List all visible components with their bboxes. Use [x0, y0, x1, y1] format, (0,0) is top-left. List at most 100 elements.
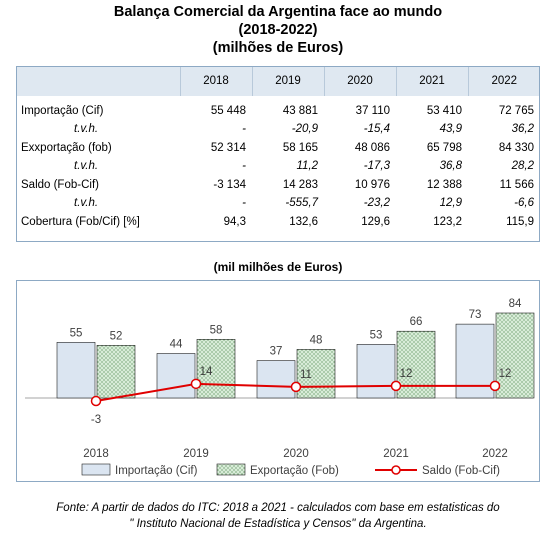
legend-label-importacao: Importação (Cif) [115, 465, 198, 477]
bar-exportacao [196, 339, 236, 399]
table-cell: 14 283 [282, 178, 318, 191]
table-cell: -20,9 [291, 123, 318, 136]
table-header-year: 2021 [395, 66, 468, 96]
page-subtitle-units: (milhões de Euros) [212, 40, 344, 56]
table-cell: 28,2 [511, 160, 534, 173]
table-cell: - [242, 123, 246, 136]
data-label-importacao: 37 [270, 346, 283, 358]
table-header-year: 2018 [179, 66, 252, 96]
table-cell: -17,3 [363, 160, 390, 173]
page-subtitle-period: (2018-2022) [238, 22, 318, 38]
table-cell: 36,8 [439, 160, 462, 173]
table-header-year: 2022 [467, 66, 540, 96]
table-cell: 65 798 [426, 141, 462, 154]
legend-label-exportacao: Exportação (Fob) [250, 465, 339, 477]
table-cell: 43 881 [282, 105, 318, 117]
legend-swatch-importacao [81, 463, 111, 476]
data-label-importacao: 53 [370, 329, 383, 341]
bar-exportacao [296, 349, 336, 399]
point-saldo [290, 381, 302, 393]
row-label: Cobertura (Fob/Cif) [%] [21, 215, 140, 228]
bar-exportacao [96, 345, 136, 399]
source-note: Fonte: A partir de dados do ITC: 2018 a … [0, 500, 556, 532]
bar-exportacao [396, 330, 436, 399]
x-tick-label: 2019 [183, 448, 209, 460]
table-cell: 36,2 [511, 123, 534, 136]
chart-frame: 55 52 2018 44 58 2019 37 48 2020 53 66 2021 73 84 2022… [16, 280, 540, 482]
table-row: t.v.h. - 11,2 -17,3 36,8 28,2 [16, 157, 540, 176]
table-row: Saldo (Fob-Cif) -3 134 14 283 10 976 12 388 1… [16, 176, 540, 195]
data-label-exportacao: 84 [509, 298, 522, 310]
data-label-saldo: 12 [499, 368, 512, 380]
table-cell: 53 410 [426, 105, 462, 117]
table-cell: 43,9 [439, 123, 462, 136]
table-cell: - [242, 197, 246, 210]
table-cell: -6,6 [514, 197, 534, 210]
data-label-saldo: 12 [400, 368, 413, 380]
table-cell: 94,3 [223, 215, 246, 228]
data-label-saldo: 14 [200, 366, 213, 378]
table-cell: 72 765 [498, 105, 534, 117]
legend-label-saldo: Saldo (Fob-Cif) [422, 465, 500, 477]
table-cell: 11,2 [296, 160, 318, 173]
x-tick-label: 2022 [482, 448, 508, 460]
x-tick-label: 2021 [383, 448, 409, 460]
row-label: t.v.h. [74, 197, 99, 210]
table-cell: 11 566 [499, 178, 534, 191]
table-cell: 10 976 [354, 178, 390, 191]
point-saldo [390, 380, 402, 392]
data-label-exportacao: 58 [210, 324, 223, 336]
chart-title: (mil milhões de Euros) [213, 260, 343, 274]
table-cell: -3 134 [213, 178, 246, 191]
x-tick-label: 2018 [83, 448, 109, 460]
table-header-year: 2020 [323, 66, 396, 96]
table-cell: 37 110 [355, 105, 390, 117]
table-cell: 115,9 [506, 215, 534, 228]
table-cell: 12,9 [439, 197, 462, 210]
table-cell: -15,4 [363, 123, 390, 136]
legend-marker-saldo [391, 465, 401, 475]
page-title: Balança Comercial da Argentina face ao m… [113, 4, 443, 20]
point-saldo [489, 380, 501, 392]
point-saldo [90, 395, 102, 407]
table-cell: 12 388 [426, 178, 462, 191]
data-label-saldo: -3 [91, 414, 101, 426]
point-saldo [190, 378, 202, 390]
trade-balance-table: 2018 2019 2020 2021 2022 Importação (Cif) 55 … [16, 66, 540, 235]
x-tick-label: 2020 [283, 448, 309, 460]
table-cell: 84 330 [498, 141, 534, 154]
trade-balance-chart: 55 52 2018 44 58 2019 37 48 2020 53 66 2021 73 84 2022… [25, 298, 535, 477]
data-label-importacao: 73 [469, 309, 482, 321]
table-cell: 129,6 [361, 215, 390, 228]
table-row: t.v.h. - -20,9 -15,4 43,9 36,2 [16, 120, 540, 139]
data-label-importacao: 44 [170, 338, 183, 350]
bar-importacao [156, 353, 196, 399]
table-cell: 132,6 [289, 215, 318, 228]
table-cell: 52 314 [210, 141, 246, 154]
table-row: Importação (Cif) 55 448 43 881 37 110 53 410… [16, 96, 540, 120]
data-label-saldo: 11 [300, 369, 312, 381]
bar-importacao [256, 360, 296, 399]
row-label: Importação (Cif) [21, 105, 104, 117]
table-cell: -23,2 [363, 197, 390, 210]
row-label: Saldo (Fob-Cif) [21, 178, 99, 191]
data-label-importacao: 55 [70, 327, 83, 339]
row-label: Exxportação (fob) [21, 141, 112, 154]
table-header-empty [16, 66, 180, 96]
table-row: Exxportação (fob) 52 314 58 165 48 086 65 79… [16, 139, 540, 158]
table-header-year: 2019 [251, 66, 324, 96]
table-cell: -555,7 [285, 197, 318, 210]
table-cell: 55 448 [210, 105, 246, 117]
data-label-exportacao: 52 [110, 330, 123, 342]
bar-importacao [56, 342, 96, 399]
row-label: t.v.h. [74, 160, 99, 173]
table-cell: 58 165 [282, 141, 318, 154]
source-line-1: Fonte: A partir de dados do ITC: 2018 a … [56, 502, 500, 514]
table-row: Cobertura (Fob/Cif) [%] 94,3 132,6 129,6 123… [16, 213, 540, 235]
legend-swatch-exportacao [216, 463, 246, 476]
table-cell: 123,2 [433, 215, 462, 228]
data-label-exportacao: 66 [410, 316, 423, 328]
source-line-2: " Instituto Nacional de Estadística y Ce… [129, 518, 427, 530]
data-label-exportacao: 48 [310, 334, 323, 346]
table-cell: 48 086 [354, 141, 390, 154]
